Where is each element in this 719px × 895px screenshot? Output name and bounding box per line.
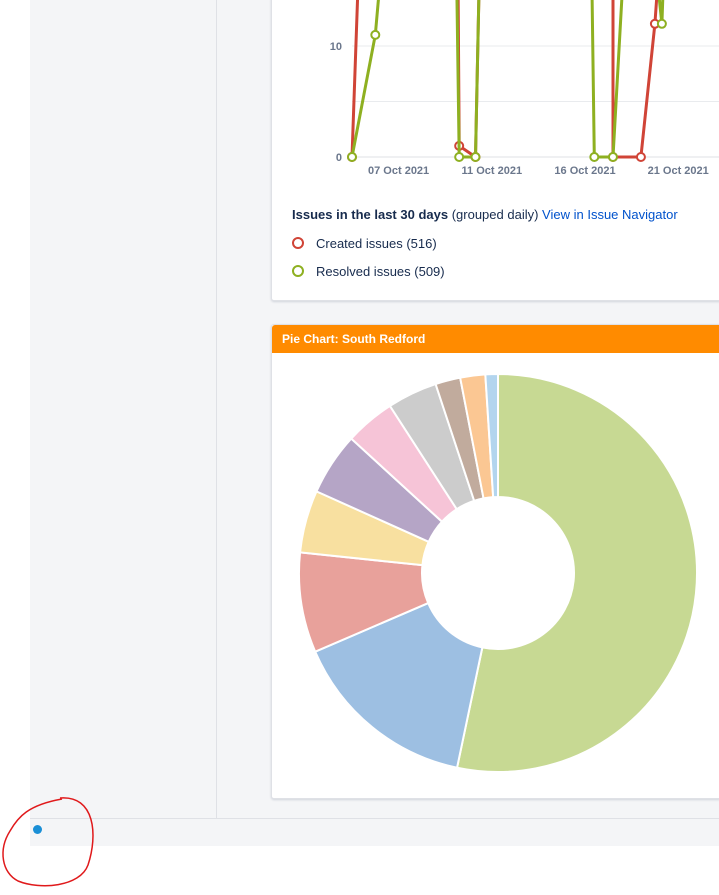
series-point	[454, 152, 465, 162]
series-point	[635, 152, 646, 162]
series-point	[370, 29, 381, 40]
pie-slice	[484, 372, 499, 499]
pie-chart-gadget: Pie Chart: South Redford	[271, 324, 719, 799]
legend-resolved-issues: Resolved issues (509)	[292, 263, 445, 281]
red-circle-annotation	[2, 797, 94, 887]
series-point	[347, 152, 357, 162]
x-tick-label: 11 Oct 2021	[462, 165, 523, 177]
pie-slice	[455, 372, 698, 773]
line-chart: 0 10 07 Oct 2021 11 Oct 2021 16 Oct 2021 21 O…	[330, 0, 719, 177]
pie-gadget-title[interactable]: Pie Chart: South Redford	[272, 325, 719, 353]
x-tick-label: 07 Oct 2021	[368, 165, 429, 177]
y-tick-label: 0	[336, 152, 342, 164]
issue-navigator-link[interactable]: View in Issue Navigator	[542, 207, 678, 222]
pie-slice	[313, 601, 484, 769]
series-point	[607, 152, 618, 162]
legend-created-issues: Created issues (516)	[292, 235, 437, 253]
series-point	[656, 18, 667, 29]
y-tick-label: 10	[330, 41, 342, 53]
annotation-stroke	[2, 797, 94, 887]
created-marker-icon	[292, 237, 304, 249]
series-line	[350, 0, 659, 159]
created-vs-resolved-gadget: 0 10 07 Oct 2021 11 Oct 2021 16 Oct 2021 21 O…	[271, 0, 719, 301]
indicator-dot-icon	[33, 825, 42, 834]
left-dashboard-column	[30, 0, 217, 818]
chart-summary: Issues in the last 30 days (grouped dail…	[292, 207, 678, 222]
legend-created-label: Created issues (516)	[316, 236, 437, 251]
summary-grouping: (grouped daily)	[451, 207, 539, 222]
series-line	[350, 0, 665, 159]
x-tick-label: 16 Oct 2021	[554, 165, 615, 177]
x-tick-label: 21 Oct 2021	[648, 165, 709, 177]
series-point	[470, 152, 481, 162]
legend-resolved-label: Resolved issues (509)	[316, 264, 445, 279]
summary-title: Issues in the last 30 days	[292, 207, 449, 222]
dashboard-footer-bar	[30, 818, 719, 846]
series-point	[589, 152, 600, 162]
resolved-marker-icon	[292, 265, 304, 277]
pie-chart	[298, 372, 698, 773]
